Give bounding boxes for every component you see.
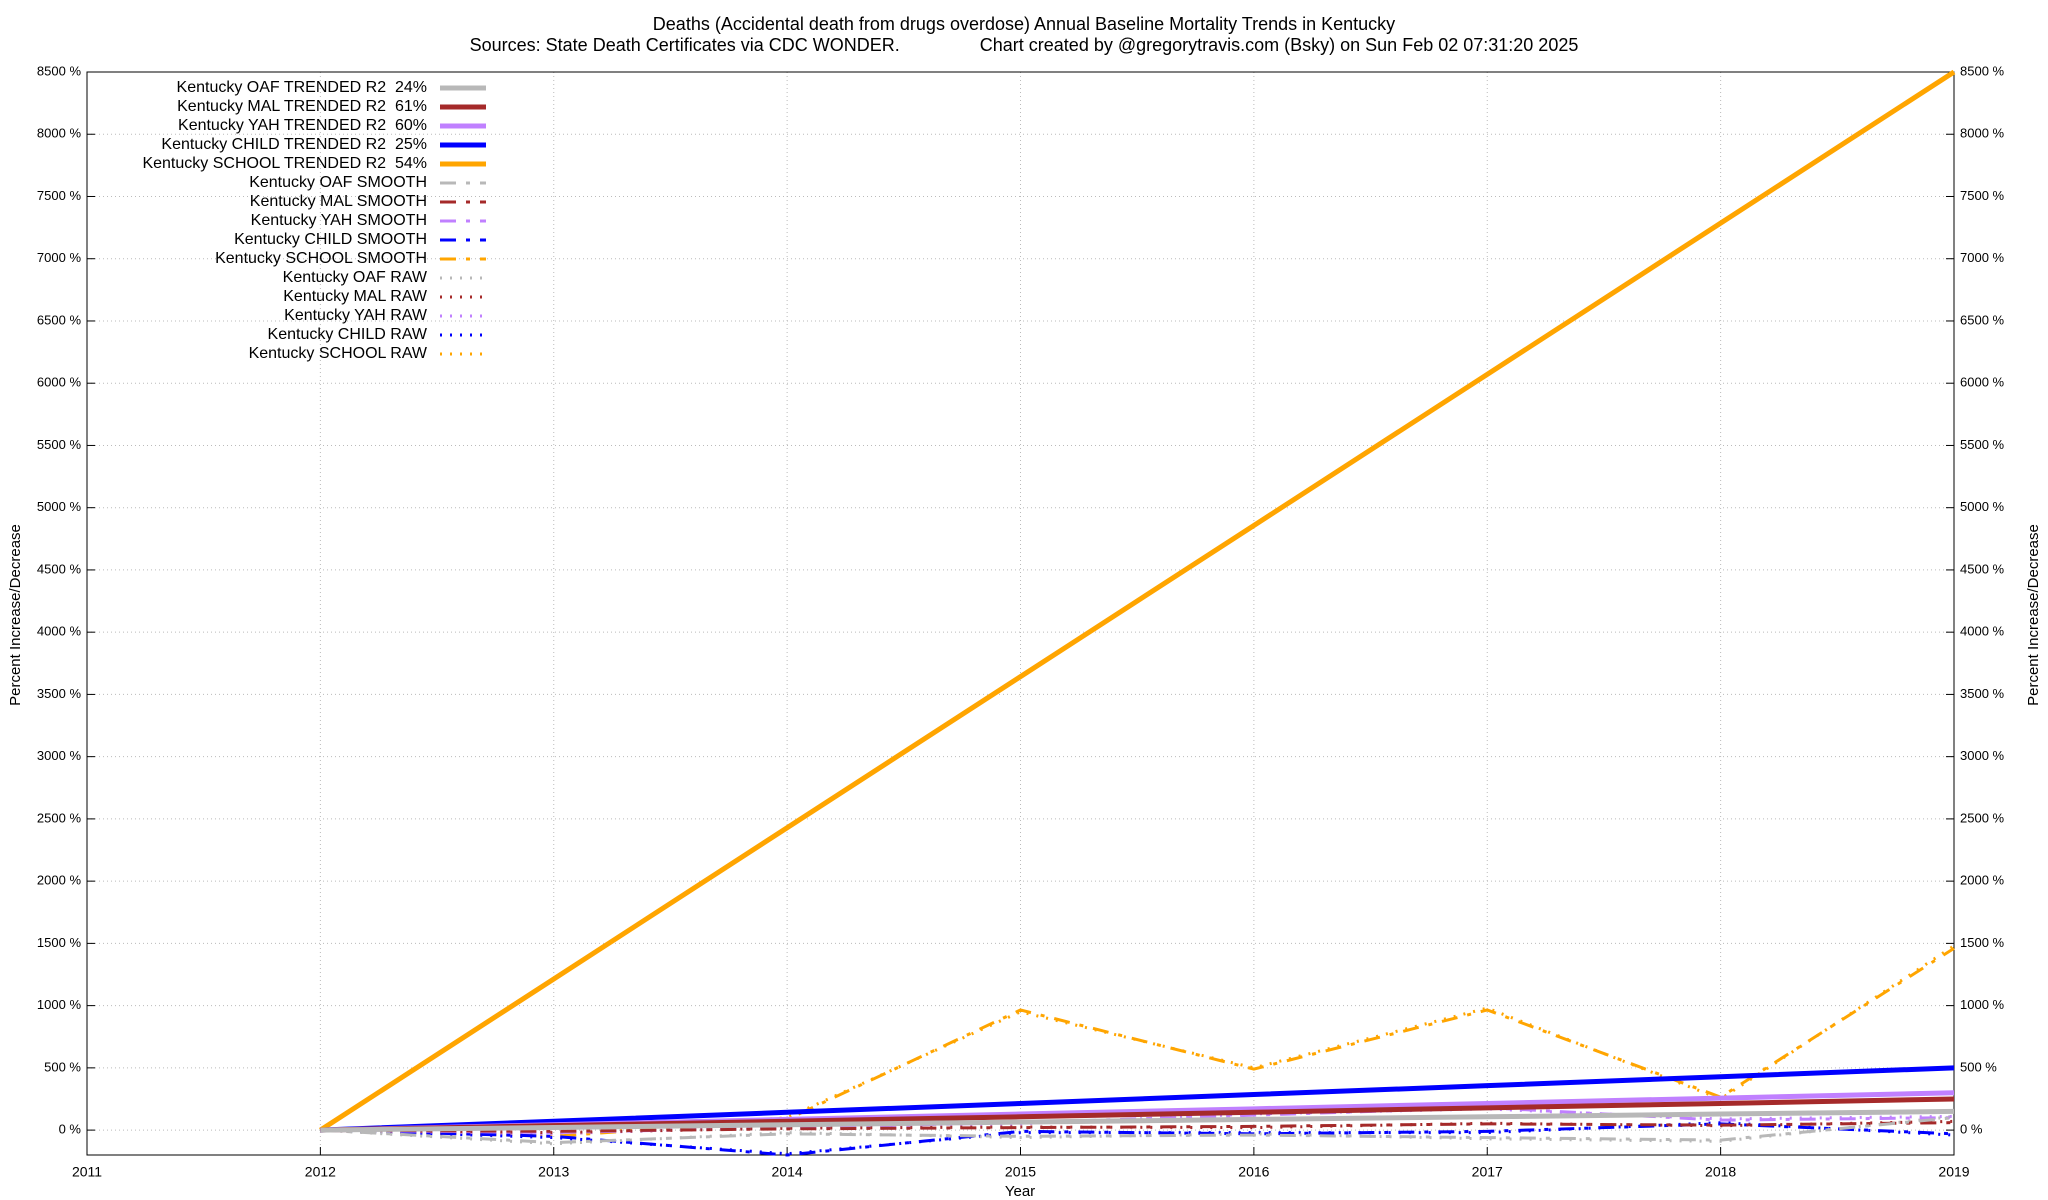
x-tick-label: 2011 <box>72 1164 102 1180</box>
y2-tick-label: 6500 % <box>1960 312 2005 327</box>
plot-frame <box>86 71 1955 1156</box>
y-tick-label: 2000 % <box>37 873 82 888</box>
y-tick-label: 4500 % <box>37 561 82 576</box>
legend-label: Kentucky MAL SMOOTH <box>250 193 427 210</box>
y2-tick-label: 3000 % <box>1960 748 2005 763</box>
legend-label: Kentucky SCHOOL TRENDED R2 54% <box>142 155 427 172</box>
legend-label: Kentucky OAF TRENDED R2 24% <box>177 79 427 96</box>
y-tick-label: 7000 % <box>37 250 82 265</box>
chart-subtitle: Sources: State Death Certificates via CD… <box>470 35 1579 55</box>
legend-label: Kentucky YAH TRENDED R2 60% <box>178 117 427 134</box>
legend-label: Kentucky SCHOOL SMOOTH <box>215 250 427 267</box>
y-axis-label: Percent Increase/Decrease <box>7 524 24 706</box>
x-tick-label: 2018 <box>1705 1164 1736 1180</box>
series-line <box>320 947 1955 1138</box>
y-tick-label: 5500 % <box>37 437 82 452</box>
x-tick-label: 2017 <box>1472 1164 1503 1180</box>
y2-tick-label: 6000 % <box>1960 375 2005 390</box>
y-tick-label: 500 % <box>44 1059 81 1074</box>
y-tick-label: 8500 % <box>37 63 82 78</box>
x-tick-label: 2015 <box>1005 1164 1036 1180</box>
series-line <box>320 1106 1955 1135</box>
y2-tick-label: 5000 % <box>1960 499 2005 514</box>
series-line <box>320 1108 1955 1133</box>
y2-tick-label: 4000 % <box>1960 624 2005 639</box>
series-line <box>320 1065 1955 1133</box>
legend-label: Kentucky OAF SMOOTH <box>249 174 427 191</box>
y2-tick-label: 500 % <box>1960 1059 1997 1074</box>
y-tick-label: 5000 % <box>37 499 82 514</box>
y-tick-label: 1500 % <box>37 935 82 950</box>
y2-tick-label: 7000 % <box>1960 250 2005 265</box>
y2-tick-label: 2000 % <box>1960 873 2005 888</box>
y2-tick-label: 7500 % <box>1960 188 2005 203</box>
y2-tick-label: 8500 % <box>1960 63 2005 78</box>
chart-title: Deaths (Accidental death from drugs over… <box>653 14 1395 34</box>
y-tick-label: 7500 % <box>37 188 82 203</box>
x-tick-label: 2014 <box>772 1164 803 1180</box>
series-line <box>320 1121 1955 1133</box>
legend-label: Kentucky CHILD RAW <box>268 326 428 343</box>
y-tick-label: 6500 % <box>37 312 82 327</box>
y-tick-label: 8000 % <box>37 126 82 141</box>
x-tick-label: 2013 <box>538 1164 569 1180</box>
legend-label: Kentucky CHILD SMOOTH <box>234 231 427 248</box>
y2-tick-label: 5500 % <box>1960 437 2005 452</box>
y2-tick-label: 0 % <box>1960 1122 1983 1137</box>
legend-label: Kentucky SCHOOL RAW <box>249 345 428 362</box>
y2-tick-label: 4500 % <box>1960 561 2005 576</box>
y-tick-label: 4000 % <box>37 624 82 639</box>
x-tick-label: 2019 <box>1938 1164 1969 1180</box>
y-tick-label: 2500 % <box>37 810 82 825</box>
y2-tick-label: 1500 % <box>1960 935 2005 950</box>
y-tick-label: 3000 % <box>37 748 82 763</box>
y-tick-label: 1000 % <box>37 997 82 1012</box>
legend-label: Kentucky MAL RAW <box>283 288 428 305</box>
legend-label: Kentucky CHILD TRENDED R2 25% <box>161 136 427 153</box>
legend-label: Kentucky YAH SMOOTH <box>251 212 427 229</box>
x-tick-label: 2012 <box>305 1164 336 1180</box>
x-tick-label: 2016 <box>1238 1164 1269 1180</box>
y2-tick-label: 3500 % <box>1960 686 2005 701</box>
y-tick-label: 0 % <box>59 1122 82 1137</box>
y2-tick-label: 8000 % <box>1960 126 2005 141</box>
y2-axis-label: Percent Increase/Decrease <box>2025 524 2042 706</box>
y-tick-label: 6000 % <box>37 375 82 390</box>
legend-label: Kentucky OAF RAW <box>283 269 428 286</box>
legend-label: Kentucky MAL TRENDED R2 61% <box>177 98 427 115</box>
series-line <box>320 1116 1955 1145</box>
series-line <box>319 69 1956 1133</box>
y2-tick-label: 1000 % <box>1960 997 2005 1012</box>
legend-label: Kentucky YAH RAW <box>284 307 428 324</box>
x-axis-label: Year <box>1005 1183 1035 1200</box>
y-tick-label: 3500 % <box>37 686 82 701</box>
y2-tick-label: 2500 % <box>1960 810 2005 825</box>
